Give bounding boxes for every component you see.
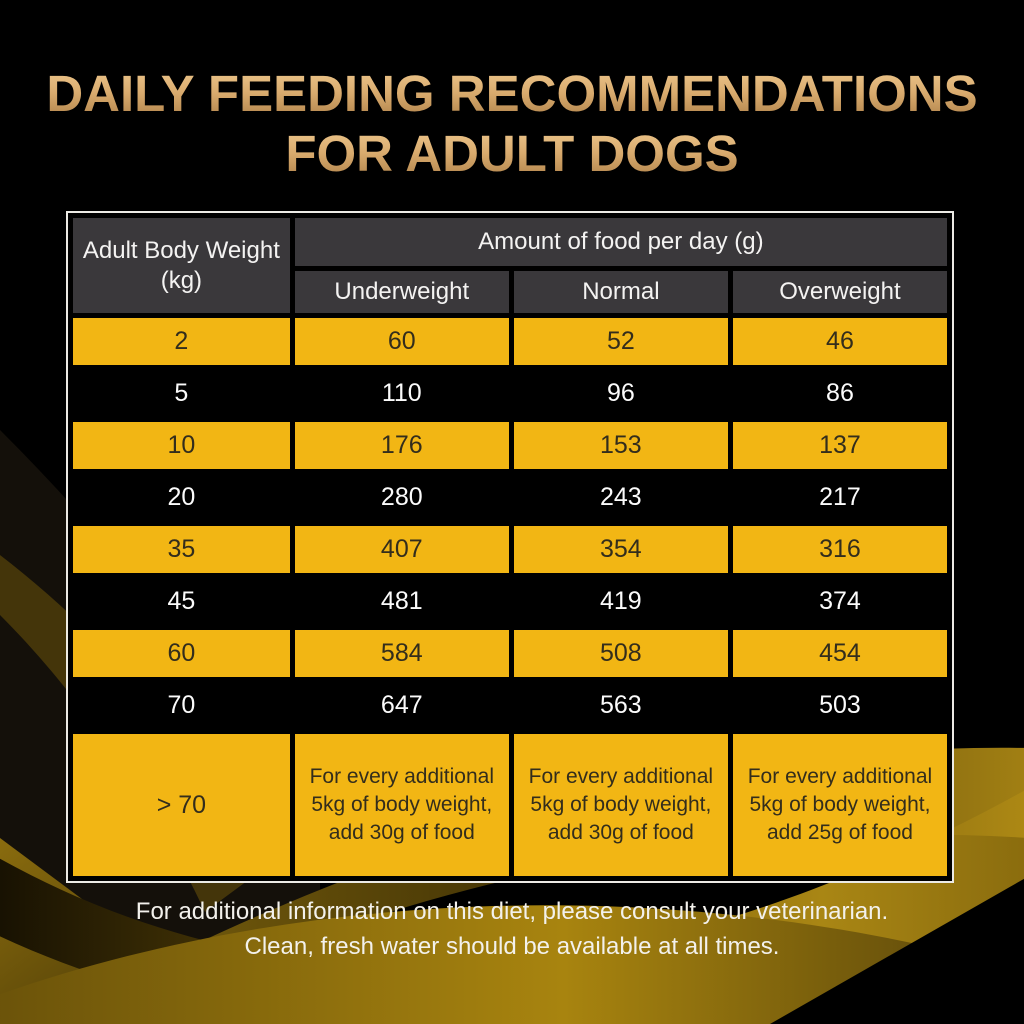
cell-underweight: 407	[294, 526, 509, 573]
page-title-line2: FOR ADULT DOGS	[0, 124, 1024, 184]
cell-overweight: 137	[732, 422, 947, 469]
cell-underweight: 176	[294, 422, 509, 469]
col-header-underweight: Underweight	[294, 271, 509, 313]
cell-weight: 10	[73, 422, 290, 469]
group-header: Amount of food per day (g)	[294, 218, 947, 266]
cell-underweight: 481	[294, 578, 509, 625]
table-row: 45 481 419 374	[73, 578, 947, 625]
cell-normal: 354	[513, 526, 728, 573]
cell-overweight: 503	[732, 682, 947, 729]
feeding-table: Adult Body Weight (kg) Amount of food pe…	[68, 213, 952, 881]
cell-normal: 96	[513, 370, 728, 417]
cell-weight: 35	[73, 526, 290, 573]
cell-underweight: 110	[294, 370, 509, 417]
cell-normal: 52	[513, 318, 728, 365]
table-row: 10 176 153 137	[73, 422, 947, 469]
col-header-overweight: Overweight	[732, 271, 947, 313]
header-row-group: Adult Body Weight (kg) Amount of food pe…	[73, 218, 947, 313]
table-row: > 70 For every additional 5kg of body we…	[73, 734, 947, 876]
cell-underweight: 584	[294, 630, 509, 677]
footer-note: For additional information on this diet,…	[0, 894, 1024, 964]
cell-normal: 243	[513, 474, 728, 521]
col-header-normal: Normal	[513, 271, 728, 313]
cell-weight: 60	[73, 630, 290, 677]
cell-overweight: 86	[732, 370, 947, 417]
cell-normal: 508	[513, 630, 728, 677]
cell-overweight: 374	[732, 578, 947, 625]
cell-normal: 563	[513, 682, 728, 729]
cell-normal: For every additional 5kg of body weight,…	[513, 734, 728, 876]
table-row: 5 110 96 86	[73, 370, 947, 417]
page-title: DAILY FEEDING RECOMMENDATIONS FOR ADULT …	[0, 64, 1024, 184]
cell-normal: 419	[513, 578, 728, 625]
corner-header-line1: Adult Body Weight	[82, 236, 280, 264]
cell-overweight: 454	[732, 630, 947, 677]
cell-underweight: For every additional 5kg of body weight,…	[294, 734, 509, 876]
cell-overweight: For every additional 5kg of body weight,…	[732, 734, 947, 876]
cell-weight: > 70	[73, 734, 290, 876]
header-row-sub: Underweight Normal Overweight	[73, 271, 947, 313]
cell-overweight: 316	[732, 526, 947, 573]
cell-underweight: 647	[294, 682, 509, 729]
table-row: 20 280 243 217	[73, 474, 947, 521]
cell-overweight: 46	[732, 318, 947, 365]
cell-normal: 153	[513, 422, 728, 469]
corner-header-line2: (kg)	[160, 266, 203, 294]
corner-header: Adult Body Weight (kg)	[73, 218, 290, 313]
cell-weight: 45	[73, 578, 290, 625]
table-row: 70 647 563 503	[73, 682, 947, 729]
page-title-line1: DAILY FEEDING RECOMMENDATIONS	[0, 64, 1024, 124]
table-row: 2 60 52 46	[73, 318, 947, 365]
cell-weight: 20	[73, 474, 290, 521]
footer-line1: For additional information on this diet,…	[135, 898, 889, 925]
cell-weight: 70	[73, 682, 290, 729]
cell-underweight: 280	[294, 474, 509, 521]
footer-line2: Clean, fresh water should be available a…	[244, 933, 780, 960]
table-row: 60 584 508 454	[73, 630, 947, 677]
feeding-table-container: Adult Body Weight (kg) Amount of food pe…	[66, 211, 954, 883]
cell-weight: 2	[73, 318, 290, 365]
table-row: 35 407 354 316	[73, 526, 947, 573]
cell-weight: 5	[73, 370, 290, 417]
cell-underweight: 60	[294, 318, 509, 365]
cell-overweight: 217	[732, 474, 947, 521]
